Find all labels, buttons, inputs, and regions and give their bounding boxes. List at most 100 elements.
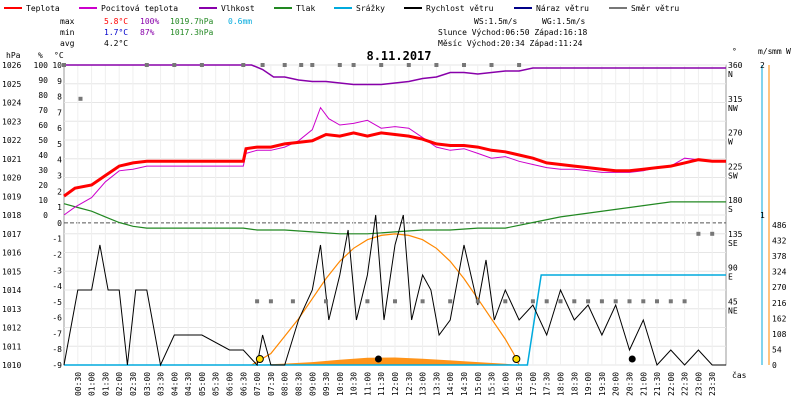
time-tick-label: 05:30 <box>212 372 221 396</box>
hpa-tick-label: 1011 <box>2 342 21 351</box>
c-tick-label: 3 <box>57 172 62 181</box>
c-tick-label: -9 <box>52 361 62 370</box>
hpa-tick-label: 1025 <box>2 80 21 89</box>
dir-tick-name: NW <box>728 104 738 113</box>
c-tick-label: 7 <box>57 108 62 117</box>
stat-min-label: min <box>60 28 75 37</box>
ms-tick-label: 1 <box>760 211 765 220</box>
wind-direction-point <box>434 63 439 67</box>
dir-tick-deg: 90 <box>728 264 738 273</box>
hpa-axis-title: hPa <box>6 51 21 60</box>
dir-tick-name: E <box>728 273 733 282</box>
time-tick-label: 15:00 <box>474 372 483 396</box>
c-tick-label: 1 <box>57 203 62 212</box>
wind-direction-point <box>172 63 177 67</box>
legend-label-4: Srážky <box>356 4 385 13</box>
plot-area <box>62 63 726 367</box>
c-tick-label: 0 <box>57 219 62 228</box>
wind-direction-point <box>78 96 83 101</box>
c-tick-label: 6 <box>57 124 62 133</box>
temperature-line <box>63 131 726 198</box>
dir-tick-deg: 180 <box>728 196 743 205</box>
dir-tick-name: N <box>728 70 733 79</box>
time-tick-label: 17:30 <box>543 372 552 396</box>
wind-direction-point <box>641 299 646 304</box>
w-tick-label: 378 <box>772 252 787 261</box>
hpa-tick-label: 1019 <box>2 192 21 201</box>
hpa-tick-label: 1010 <box>2 361 21 370</box>
time-tick-label: 05:00 <box>198 372 207 396</box>
wind-direction-point <box>627 299 632 304</box>
hpa-tick-label: 1024 <box>2 99 21 108</box>
hpa-tick-label: 1012 <box>2 324 21 333</box>
c-tick-label: -3 <box>52 266 62 275</box>
legend-label-0: Teplota <box>26 4 60 13</box>
wind-direction-point <box>420 299 425 304</box>
wind-direction-point <box>696 231 701 236</box>
time-tick-label: 03:30 <box>157 372 166 396</box>
c-tick-label: -5 <box>52 298 62 307</box>
sunrise-marker <box>255 355 264 363</box>
time-tick-label: 09:30 <box>322 372 331 396</box>
hpa-tick-label: 1014 <box>2 286 21 295</box>
time-tick-label: 14:00 <box>446 372 455 396</box>
time-tick-label: 07:00 <box>253 372 262 396</box>
humidity-line <box>64 64 726 86</box>
time-tick-label: 18:30 <box>570 372 579 396</box>
wind-direction-point <box>710 231 715 236</box>
pct-tick-label: 30 <box>38 166 48 175</box>
time-tick-label: 02:00 <box>115 372 124 396</box>
c-axis-title: °C <box>54 51 64 60</box>
time-tick-label: 18:00 <box>557 372 566 396</box>
wind-direction-point <box>268 299 273 304</box>
time-tick-label: 04:00 <box>170 372 179 396</box>
pct-tick-label: 90 <box>38 76 48 85</box>
time-tick-label: 21:00 <box>639 372 648 396</box>
legend-label-7: Směr větru <box>631 4 679 13</box>
time-tick-label: 13:30 <box>432 372 441 396</box>
wind-direction-point <box>241 63 246 67</box>
wind-direction-point <box>613 299 618 304</box>
wind-direction-point <box>572 299 577 304</box>
pct-tick-label: 10 <box>38 196 48 205</box>
legend-label-1: Pocitová teplota <box>101 4 178 13</box>
c-tick-label: 4 <box>57 156 62 165</box>
solar-radiation-line <box>251 233 520 366</box>
wind-direction-point <box>351 63 356 67</box>
c-tick-label: -4 <box>52 282 62 291</box>
time-tick-label: 08:30 <box>294 372 303 396</box>
c-tick-label: 5 <box>57 140 62 149</box>
legend-label-3: Tlak <box>296 4 315 13</box>
c-tick-label: -1 <box>52 235 62 244</box>
stat-avg-temp: 4.2°C <box>104 39 128 48</box>
info-block: WS:1.5m/s WG:1.5m/s Slunce Východ:06:50 … <box>438 17 587 48</box>
stat-avg-label: avg <box>60 39 75 48</box>
w-tick-label: 270 <box>772 283 787 292</box>
wind-direction-point <box>503 299 508 304</box>
wind-direction-point <box>379 63 384 67</box>
wind-direction-point <box>586 299 591 304</box>
dir-tick-name: SW <box>728 171 738 180</box>
time-tick-label: 21:30 <box>653 372 662 396</box>
dir-tick-name: SE <box>728 239 738 248</box>
wind-direction-point <box>62 63 66 67</box>
time-tick-label: 11:00 <box>363 372 372 396</box>
legend-label-5: Rychlost větru <box>426 4 494 13</box>
wind-direction-point <box>406 63 411 67</box>
time-tick-label: 07:30 <box>267 372 276 396</box>
time-tick-label: 19:00 <box>584 372 593 396</box>
axes: 1026102510241023102210211020101910181017… <box>2 47 791 396</box>
w-tick-label: 432 <box>772 237 787 246</box>
wind-direction-point <box>144 63 149 67</box>
time-tick-label: 02:30 <box>129 372 138 396</box>
c-tick-label: -2 <box>52 250 62 259</box>
wind-direction-point <box>558 299 563 304</box>
w-tick-label: 54 <box>772 345 782 354</box>
info-sun: Slunce Východ:06:50 Západ:16:18 <box>438 28 587 37</box>
stat-rain: 0.6mm <box>228 17 252 26</box>
wind-direction-point <box>530 299 535 304</box>
time-tick-label: 13:00 <box>419 372 428 396</box>
time-tick-label: 09:00 <box>308 372 317 396</box>
c-tick-label: -8 <box>52 345 62 354</box>
pct-tick-label: 0 <box>43 211 48 220</box>
